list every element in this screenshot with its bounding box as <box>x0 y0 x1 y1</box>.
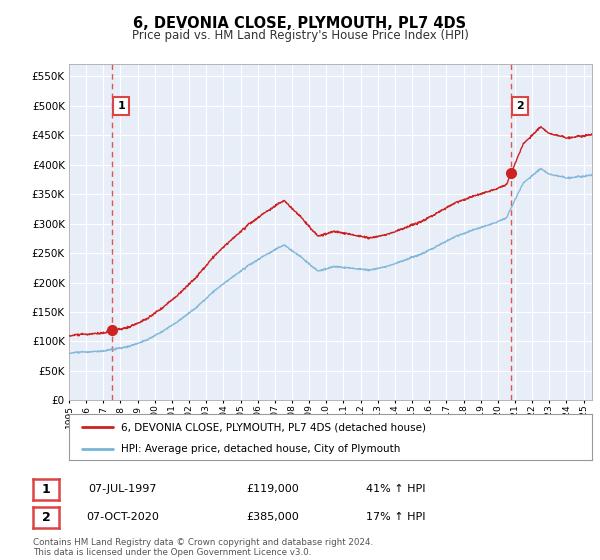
Text: 41% ↑ HPI: 41% ↑ HPI <box>366 484 426 494</box>
Text: Price paid vs. HM Land Registry's House Price Index (HPI): Price paid vs. HM Land Registry's House … <box>131 29 469 42</box>
Text: 6, DEVONIA CLOSE, PLYMOUTH, PL7 4DS (detached house): 6, DEVONIA CLOSE, PLYMOUTH, PL7 4DS (det… <box>121 422 427 432</box>
Text: 07-JUL-1997: 07-JUL-1997 <box>89 484 157 494</box>
Text: £119,000: £119,000 <box>247 484 299 494</box>
Text: 1: 1 <box>42 483 50 496</box>
Text: 17% ↑ HPI: 17% ↑ HPI <box>366 512 426 522</box>
Text: 6, DEVONIA CLOSE, PLYMOUTH, PL7 4DS: 6, DEVONIA CLOSE, PLYMOUTH, PL7 4DS <box>133 16 467 31</box>
Text: £385,000: £385,000 <box>247 512 299 522</box>
Text: HPI: Average price, detached house, City of Plymouth: HPI: Average price, detached house, City… <box>121 444 401 454</box>
Text: Contains HM Land Registry data © Crown copyright and database right 2024.
This d: Contains HM Land Registry data © Crown c… <box>33 538 373 557</box>
Text: 07-OCT-2020: 07-OCT-2020 <box>86 512 160 522</box>
Text: 2: 2 <box>516 101 524 111</box>
Text: 1: 1 <box>118 101 125 111</box>
Text: 2: 2 <box>42 511 50 524</box>
